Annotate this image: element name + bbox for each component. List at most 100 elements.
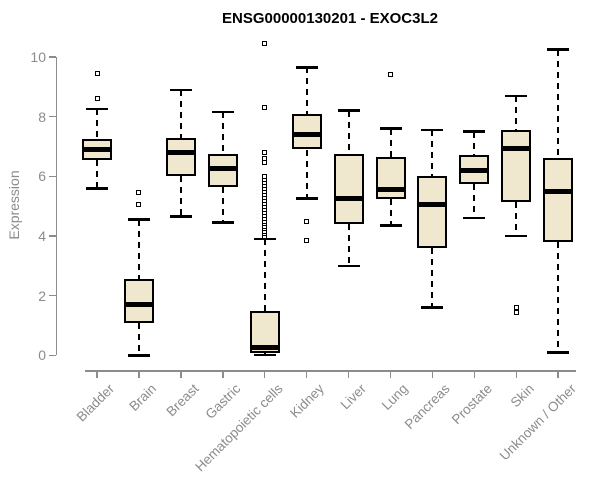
median-line <box>291 132 322 138</box>
whisker-lower <box>515 201 518 237</box>
outlier-point <box>136 202 142 208</box>
outlier-point <box>262 41 268 47</box>
whisker-cap-lower <box>505 234 528 238</box>
whisker-cap-lower <box>547 351 570 354</box>
whisker-upper <box>263 239 266 311</box>
outlier-point <box>388 72 393 78</box>
x-tick <box>180 371 182 378</box>
whisker-upper <box>557 49 560 159</box>
outlier-point <box>262 105 268 111</box>
y-axis-line <box>55 57 57 356</box>
outlier-point <box>94 70 100 76</box>
whisker-lower <box>137 322 140 356</box>
median-line <box>123 302 154 308</box>
whisker-cap-lower <box>211 221 234 224</box>
x-tick <box>515 371 518 378</box>
iqr-box <box>123 279 154 323</box>
outlier-point <box>262 173 268 179</box>
whisker-cap-lower <box>295 197 318 200</box>
whisker-cap-upper <box>86 107 108 111</box>
x-tick-label-prostate: Prostate <box>448 381 495 428</box>
whisker-cap-lower <box>253 353 276 357</box>
x-tick-label-kidney: Kidney <box>287 381 328 421</box>
whisker-cap-lower <box>127 354 150 357</box>
y-tick <box>48 235 56 237</box>
x-tick <box>389 371 392 378</box>
whisker-lower <box>305 149 308 199</box>
x-tick <box>305 371 308 378</box>
outlier-point <box>513 305 519 311</box>
y-tick <box>48 294 56 297</box>
whisker-lower <box>221 186 224 223</box>
outlier-point <box>136 190 142 196</box>
y-tick-label: 4 <box>38 228 46 245</box>
whisker-cap-upper <box>547 48 570 51</box>
median-line <box>82 147 112 152</box>
x-tick <box>347 371 350 378</box>
outlier-point <box>262 149 268 155</box>
whisker-cap-upper <box>211 110 234 114</box>
x-tick <box>431 371 434 378</box>
whisker-cap-upper <box>505 94 528 98</box>
outlier-point <box>94 96 100 102</box>
whisker-lower <box>347 224 350 266</box>
whisker-cap-upper <box>421 128 444 132</box>
iqr-box <box>543 158 574 242</box>
whisker-cap-upper <box>253 237 276 241</box>
x-tick <box>263 371 266 378</box>
outlier-point <box>304 238 310 244</box>
x-tick-label-brain: Brain <box>126 381 160 414</box>
y-tick-label: 2 <box>38 287 46 304</box>
whisker-upper <box>305 67 308 114</box>
median-line <box>417 202 448 208</box>
whisker-upper <box>221 112 224 154</box>
whisker-lower <box>179 176 182 217</box>
whisker-upper <box>347 110 350 154</box>
whisker-lower <box>389 198 392 226</box>
median-line <box>165 149 196 155</box>
iqr-box <box>417 176 448 248</box>
y-tick-label: 8 <box>38 108 46 125</box>
median-line <box>543 188 574 194</box>
median-line <box>333 196 364 202</box>
median-line <box>375 187 406 193</box>
whisker-cap-lower <box>86 187 108 190</box>
outlier-point <box>304 218 310 224</box>
iqr-box <box>333 153 364 225</box>
x-tick-label-unknown-other: Unknown / Other <box>496 381 579 464</box>
y-tick <box>48 56 56 58</box>
whisker-upper <box>431 130 434 177</box>
x-tick <box>138 371 140 378</box>
median-line <box>207 166 238 172</box>
whisker-cap-upper <box>295 66 318 69</box>
iqr-box <box>165 137 196 177</box>
whisker-cap-lower <box>463 216 486 220</box>
y-tick <box>48 115 56 118</box>
whisker-upper <box>96 109 98 140</box>
x-tick-label-bladder: Bladder <box>74 381 118 425</box>
median-line <box>249 344 280 350</box>
whisker-cap-upper <box>463 130 486 133</box>
whisker-upper <box>389 128 392 157</box>
whisker-lower <box>473 183 476 219</box>
y-tick-label: 10 <box>30 49 46 65</box>
whisker-cap-lower <box>337 264 360 268</box>
whisker-upper <box>179 89 182 138</box>
whisker-lower <box>431 247 434 308</box>
whisker-upper <box>515 95 518 131</box>
iqr-box <box>501 130 532 202</box>
whisker-upper <box>473 131 476 156</box>
x-tick-label-skin: Skin <box>507 381 537 411</box>
whisker-cap-lower <box>169 215 192 218</box>
whisker-cap-upper <box>169 88 192 92</box>
x-tick-label-lung: Lung <box>379 381 412 413</box>
whisker-cap-upper <box>127 218 150 221</box>
whisker-lower <box>96 159 98 189</box>
whisker-cap-upper <box>337 109 360 112</box>
x-tick <box>557 371 559 378</box>
whisker-lower <box>557 242 560 353</box>
x-tick-label-pancreas: Pancreas <box>402 381 454 432</box>
